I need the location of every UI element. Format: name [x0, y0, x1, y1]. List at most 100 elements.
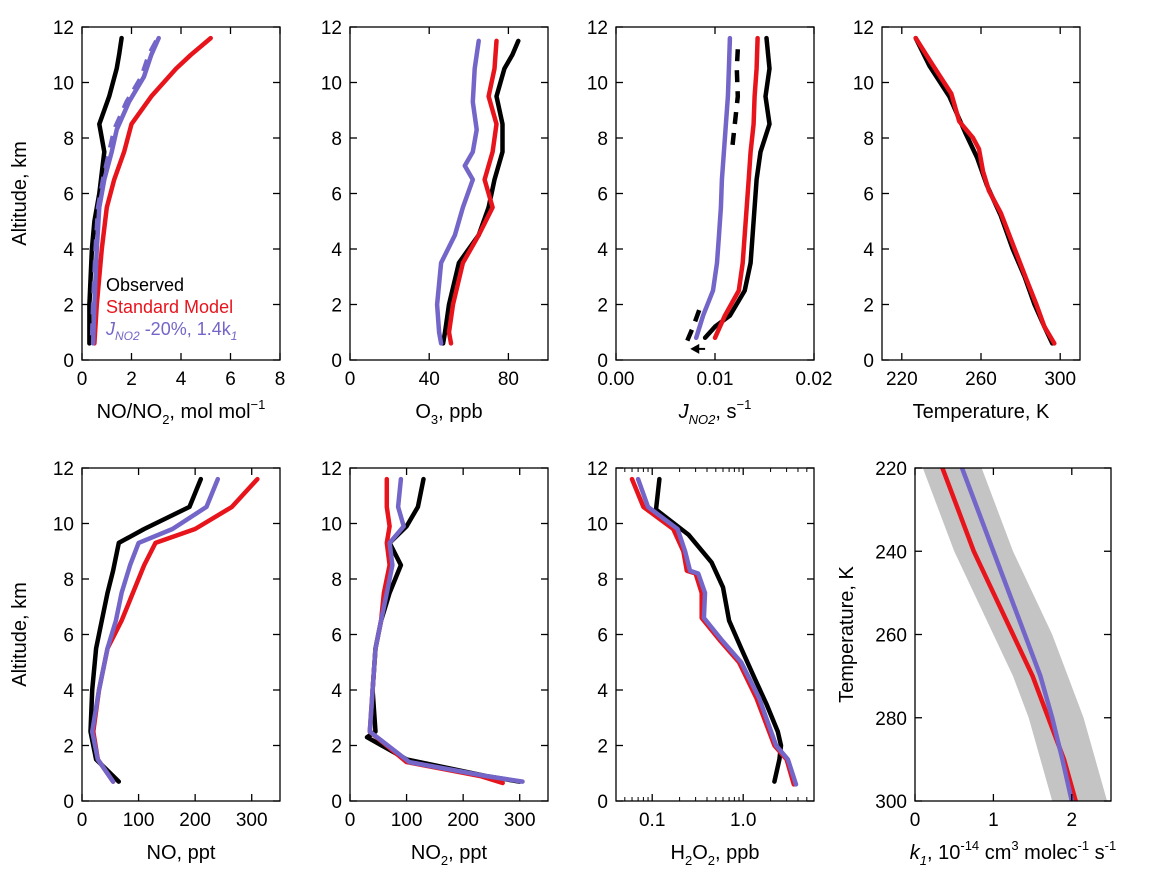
x-tick-label: 100 — [123, 810, 155, 831]
y-tick-label: 10 — [53, 515, 74, 536]
x-tick-label: 220 — [886, 369, 918, 390]
plot-area — [916, 38, 1055, 343]
x-tick-label: 300 — [236, 810, 268, 831]
y-tick-label: 4 — [597, 681, 608, 702]
x-tick-label: 260 — [965, 369, 997, 390]
y-tick-label: 12 — [53, 459, 74, 480]
y-tick-label: 2 — [63, 296, 74, 317]
x-tick-label: 0 — [910, 810, 921, 831]
chart-panel: 0 40 80 0 2 4 6 8 10 12 O3, ppb — [321, 18, 548, 427]
y-tick-label: 6 — [331, 626, 342, 647]
x-tick-label: 0.00 — [598, 369, 635, 390]
x-tick-label: 200 — [179, 810, 211, 831]
y-tick-label: 8 — [63, 570, 74, 591]
y-tick-label: 2 — [331, 296, 342, 317]
y-tick-label: 240 — [875, 542, 907, 563]
series-line-standard — [370, 479, 503, 783]
x-tick-label: 40 — [419, 369, 440, 390]
y-tick-label: 0 — [597, 792, 608, 813]
y-tick-label: 280 — [875, 709, 907, 730]
y-tick-label: 6 — [63, 626, 74, 647]
x-tick-label: 0 — [345, 810, 356, 831]
y-tick-label: 2 — [863, 296, 874, 317]
y-tick-label: 8 — [63, 129, 74, 150]
y-tick-label: 10 — [321, 74, 342, 95]
x-tick-label: 100 — [391, 810, 423, 831]
y-tick-label: 10 — [853, 74, 874, 95]
x-axis-label: H2O2, ppb — [671, 842, 760, 868]
y-tick-label: 6 — [863, 185, 874, 206]
y-tick-label: 6 — [331, 185, 342, 206]
chart-panel: 0 100 200 300024681012NO2, ppt — [321, 459, 548, 868]
chart-panel: 0 2 4 6 8 0 2 4 6 8 10 12 NO/NO2, mol mol−1 Altitude,… — [9, 18, 285, 427]
x-tick-label: 4 — [176, 369, 187, 390]
plot-frame — [882, 27, 1080, 360]
series-line-standard — [916, 38, 1055, 343]
y-tick-label: 0 — [63, 792, 74, 813]
y-axis-label: Altitude, km — [9, 582, 31, 686]
x-tick-label: 80 — [498, 369, 519, 390]
plot-area — [367, 479, 523, 783]
y-tick-label: 0 — [63, 351, 74, 372]
chart-panel: 0.00 0.01 0.02 0 2 4 6 8 10 12 JNO2, s−1 — [587, 18, 833, 427]
y-tick-label: 8 — [331, 570, 342, 591]
y-tick-label: 0 — [597, 351, 608, 372]
x-axis-label: k1, 10-14 cm3 molec-1 s-1 — [910, 838, 1116, 868]
x-tick-label: 2 — [126, 369, 137, 390]
x-tick-label: 0.01 — [697, 369, 734, 390]
x-tick-label: 1.0 — [730, 810, 756, 831]
y-tick-label: 10 — [53, 74, 74, 95]
series-line-observed — [91, 479, 201, 781]
plot-area — [91, 479, 258, 781]
chart-panel: 220 260 300024681012Temperature, K — [853, 18, 1080, 423]
chart-panel: 0 100 200 300 0 2 4 6 8 10 12 NO, ppt Altitude, km — [9, 459, 280, 864]
y-tick-label: 2 — [63, 737, 74, 758]
x-tick-label: 0 — [77, 810, 88, 831]
y-tick-label: 4 — [63, 681, 74, 702]
series-line-observed-dashed — [732, 49, 738, 152]
x-axis-label: Temperature, K — [913, 401, 1050, 423]
x-axis-label: NO/NO2, mol mol−1 — [97, 397, 266, 427]
arrow-head — [690, 344, 699, 354]
y-tick-label: 12 — [587, 459, 608, 480]
y-tick-label: 4 — [331, 681, 342, 702]
x-tick-label: 0.1 — [639, 810, 665, 831]
x-axis-label: JNO2, s−1 — [678, 397, 752, 427]
y-tick-label: 2 — [331, 737, 342, 758]
series-line-adjusted — [638, 479, 796, 784]
series-line-adjusted — [437, 41, 479, 344]
y-tick-label: 2 — [597, 737, 608, 758]
y-tick-label: 10 — [321, 515, 342, 536]
y-tick-label: 2 — [597, 296, 608, 317]
x-tick-label: 0 — [77, 369, 88, 390]
plot-frame — [616, 27, 814, 360]
y-tick-label: 12 — [53, 18, 74, 39]
plot-area — [632, 479, 796, 784]
y-axis-label: Altitude, km — [9, 141, 31, 245]
y-tick-label: 6 — [63, 185, 74, 206]
x-tick-label: 300 — [504, 810, 536, 831]
legend-entry-adjusted: JNO2 -20%, 1.4k1 — [105, 319, 237, 343]
chart-panel: 0 1 2220240260280300k1, 10-14 cm3 molec-1 … — [836, 459, 1116, 868]
y-tick-label: 8 — [597, 570, 608, 591]
series-line-adjusted — [370, 479, 523, 781]
chart-panel: 0.1 1.0024681012H2O2, ppb — [587, 459, 814, 868]
y-tick-label: 6 — [597, 626, 608, 647]
x-tick-label: 6 — [225, 369, 236, 390]
y-tick-label: 8 — [331, 129, 342, 150]
x-tick-label: 300 — [1044, 369, 1076, 390]
y-tick-label: 4 — [331, 240, 342, 261]
x-axis-label: NO, ppt — [147, 842, 216, 864]
y-tick-label: 12 — [587, 18, 608, 39]
y-tick-label: 0 — [331, 792, 342, 813]
x-tick-label: 0 — [345, 369, 356, 390]
legend-entry-observed: Observed — [106, 275, 184, 295]
x-tick-label: 200 — [447, 810, 479, 831]
plot-area — [437, 41, 518, 344]
y-tick-label: 8 — [863, 129, 874, 150]
x-tick-label: 8 — [275, 369, 286, 390]
y-tick-label: 8 — [597, 129, 608, 150]
legend-entry-standard: Standard Model — [106, 297, 233, 317]
y-tick-label: 0 — [863, 351, 874, 372]
